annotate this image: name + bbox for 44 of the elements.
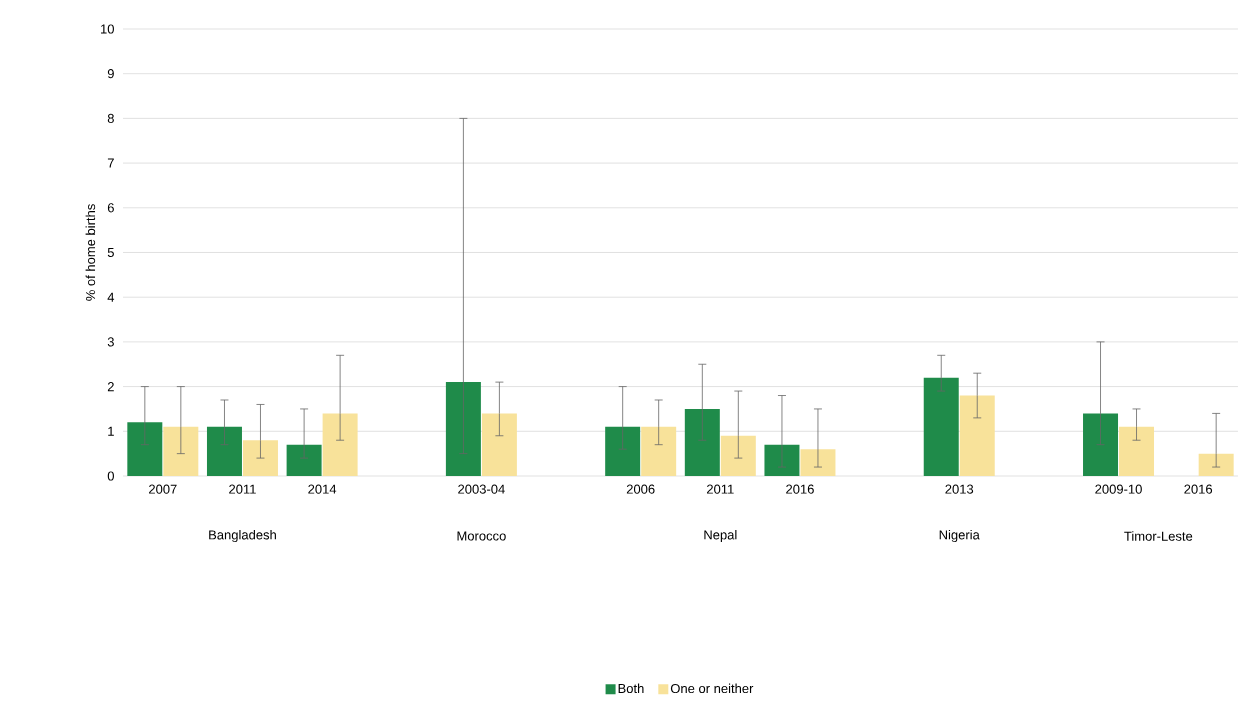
x-tick-label: 2007 bbox=[149, 484, 177, 494]
bar bbox=[1119, 426, 1155, 476]
bar bbox=[322, 413, 358, 476]
x-tick-label: 2016 bbox=[786, 484, 814, 494]
y-tick-label: 7 bbox=[107, 158, 114, 168]
text: Nepal bbox=[704, 529, 737, 543]
bar bbox=[1083, 413, 1119, 476]
y-tick-label: 4 bbox=[107, 292, 115, 302]
legend-label: One or neither bbox=[670, 683, 754, 694]
bar bbox=[286, 444, 322, 476]
bar bbox=[1198, 453, 1234, 476]
bar bbox=[481, 413, 517, 476]
x-tick-label: 2011 bbox=[707, 484, 734, 494]
text: Morocco bbox=[457, 531, 506, 541]
bar bbox=[684, 408, 720, 476]
y-tick-label: 9 bbox=[107, 69, 114, 79]
legend-label: Both bbox=[618, 683, 644, 694]
y-tick-label: 0 bbox=[107, 471, 114, 481]
bar bbox=[127, 422, 163, 476]
text: Nigeria bbox=[939, 529, 980, 543]
x-tick-label: 2003-04 bbox=[458, 484, 505, 494]
bar bbox=[242, 440, 278, 476]
text: Timor-Leste bbox=[1124, 531, 1193, 541]
x-tick-label: 2016 bbox=[1184, 484, 1213, 494]
x-tick-label: 2014 bbox=[308, 484, 337, 494]
bar bbox=[605, 426, 641, 476]
y-tick-label: 2 bbox=[107, 382, 114, 392]
bar bbox=[800, 449, 836, 476]
x-tick-label: 2006 bbox=[626, 484, 655, 494]
y-tick-label: 8 bbox=[107, 113, 114, 123]
x-tick-label: 2009-10 bbox=[1095, 484, 1142, 494]
y-tick-label: 3 bbox=[107, 337, 114, 347]
bar bbox=[206, 426, 242, 476]
y-tick-label: 5 bbox=[107, 247, 114, 258]
bar bbox=[641, 426, 677, 476]
x-tick-label: 2011 bbox=[229, 484, 256, 494]
y-tick-label: 1 bbox=[108, 426, 114, 436]
y-tick-label: 10 bbox=[101, 24, 114, 34]
text: Bangladesh bbox=[209, 529, 276, 543]
bar bbox=[923, 377, 959, 476]
y-tick-label: 6 bbox=[107, 203, 114, 213]
y-axis-title: % of home births bbox=[85, 204, 96, 301]
bar bbox=[959, 395, 995, 476]
x-tick-label: 2013 bbox=[945, 484, 974, 494]
